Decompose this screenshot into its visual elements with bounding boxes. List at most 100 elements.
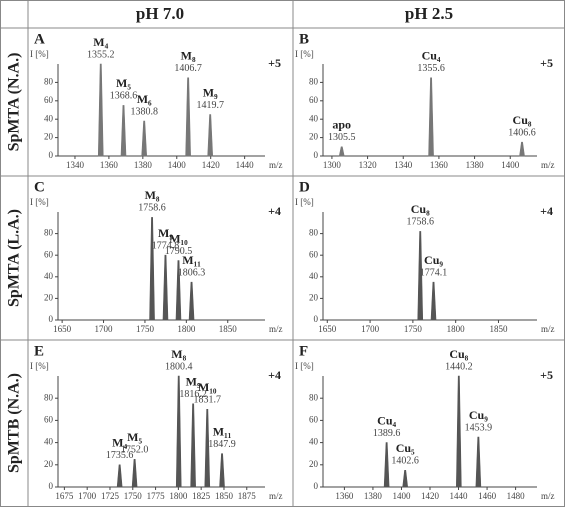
- x-tick-label: 1800: [169, 491, 188, 501]
- x-axis-label: m/z: [541, 160, 555, 170]
- x-tick-label: 1800: [177, 324, 196, 334]
- x-tick-label: 1460: [478, 491, 497, 501]
- x-tick-label: 1700: [95, 324, 114, 334]
- peak-name: apo: [332, 118, 351, 132]
- x-tick-label: 1440: [236, 160, 255, 170]
- x-axis-label: m/z: [541, 491, 555, 501]
- y-tick-label: 0: [49, 150, 54, 160]
- charge: +4: [268, 368, 281, 382]
- x-tick-label: 1300: [323, 160, 342, 170]
- x-tick-label: 1750: [404, 324, 423, 334]
- peak: [383, 442, 390, 488]
- peak: [428, 77, 434, 157]
- y-tick-label: 20: [309, 459, 319, 469]
- peak: [219, 453, 225, 488]
- y-tick-label: 0: [49, 314, 54, 324]
- peak-name: M₁₁: [213, 424, 232, 438]
- x-tick-label: 1420: [421, 491, 440, 501]
- x-tick-label: 1400: [392, 491, 411, 501]
- y-axis-label: I [%]: [295, 197, 314, 207]
- row-header: SpMTA (N.A.): [6, 53, 23, 152]
- peak-mz: 1355.2: [87, 49, 115, 60]
- peak-mz: 1774.8: [152, 240, 180, 251]
- peak-mz: 1305.5: [328, 132, 356, 143]
- peak-mz: 1368.6: [110, 91, 138, 102]
- peak: [475, 436, 482, 488]
- panel-letter: A: [34, 31, 45, 47]
- x-tick-label: 1825: [192, 491, 211, 501]
- y-tick-label: 80: [44, 76, 54, 86]
- peak-name: Cu₉: [469, 408, 488, 422]
- x-tick-label: 1750: [136, 324, 155, 334]
- y-tick-label: 80: [309, 392, 319, 402]
- peak-mz: 1453.9: [465, 422, 493, 433]
- peak-mz: 1380.8: [130, 106, 158, 117]
- peak-name: Cu₈: [449, 347, 468, 361]
- x-tick-label: 1850: [219, 324, 238, 334]
- panel-letter: B: [299, 31, 309, 47]
- x-axis-label: m/z: [269, 324, 283, 334]
- panel-letter: E: [34, 343, 44, 359]
- y-tick-label: 40: [44, 437, 54, 447]
- peak: [402, 470, 409, 488]
- x-tick-label: 1850: [489, 324, 508, 334]
- y-tick-label: 60: [309, 95, 319, 105]
- y-axis-label: I [%]: [30, 49, 49, 59]
- column-header: pH 7.0: [136, 4, 184, 23]
- y-axis-label: I [%]: [295, 361, 314, 371]
- peak: [188, 281, 195, 321]
- peak-name: M₉: [186, 375, 201, 389]
- peak-name: M₉: [203, 85, 218, 99]
- y-tick-label: 20: [44, 292, 54, 302]
- peak-name: Cu₄: [377, 413, 396, 427]
- peak-mz: 1790.5: [165, 246, 193, 257]
- x-tick-label: 1875: [238, 491, 257, 501]
- peak: [456, 375, 462, 488]
- peak-mz: 1406.7: [174, 63, 202, 74]
- x-tick-label: 1700: [78, 491, 97, 501]
- peak-mz: 1440.2: [445, 361, 473, 372]
- y-tick-label: 80: [309, 76, 319, 86]
- peak-name: Cu₈: [513, 113, 532, 127]
- y-tick-label: 20: [44, 132, 54, 142]
- x-tick-label: 1420: [202, 160, 221, 170]
- x-tick-label: 1775: [147, 491, 166, 501]
- peak: [116, 464, 123, 488]
- y-tick-label: 0: [314, 314, 319, 324]
- row-header: SpMTA (L.A.): [6, 209, 23, 307]
- peak-mz: 1389.6: [373, 428, 401, 439]
- peak-name: M₆: [137, 92, 152, 106]
- charge: +4: [540, 204, 553, 218]
- peak: [417, 231, 424, 321]
- x-tick-label: 1320: [359, 160, 378, 170]
- panel-letter: D: [299, 179, 310, 195]
- peak-mz: 1800.4: [165, 361, 193, 372]
- x-tick-label: 1480: [507, 491, 526, 501]
- x-tick-label: 1340: [394, 160, 413, 170]
- peak-name: M₅: [127, 430, 142, 444]
- peak-mz: 1758.6: [406, 217, 434, 228]
- x-tick-label: 1380: [134, 160, 153, 170]
- x-axis-label: m/z: [269, 491, 283, 501]
- y-tick-label: 60: [44, 414, 54, 424]
- peak: [131, 458, 138, 488]
- charge: +4: [268, 204, 281, 218]
- panel-letter: C: [34, 179, 45, 195]
- peak: [204, 409, 211, 488]
- charge: +5: [540, 56, 553, 70]
- x-tick-label: 1650: [318, 324, 337, 334]
- peak-name: M₁₀: [169, 231, 188, 245]
- y-tick-label: 60: [309, 249, 319, 259]
- peak-mz: 1752.0: [121, 445, 149, 456]
- peak-mz: 1847.9: [208, 439, 236, 450]
- y-tick-label: 40: [309, 113, 319, 123]
- y-tick-label: 60: [309, 414, 319, 424]
- peak-name: Cu₅: [396, 441, 415, 455]
- peak: [175, 260, 182, 321]
- peak-mz: 1806.3: [178, 267, 206, 278]
- peak-name: M₄: [112, 436, 127, 450]
- peak-mz: 1419.7: [196, 100, 224, 111]
- y-tick-label: 20: [309, 132, 319, 142]
- peak-name: M₁₁: [182, 253, 201, 267]
